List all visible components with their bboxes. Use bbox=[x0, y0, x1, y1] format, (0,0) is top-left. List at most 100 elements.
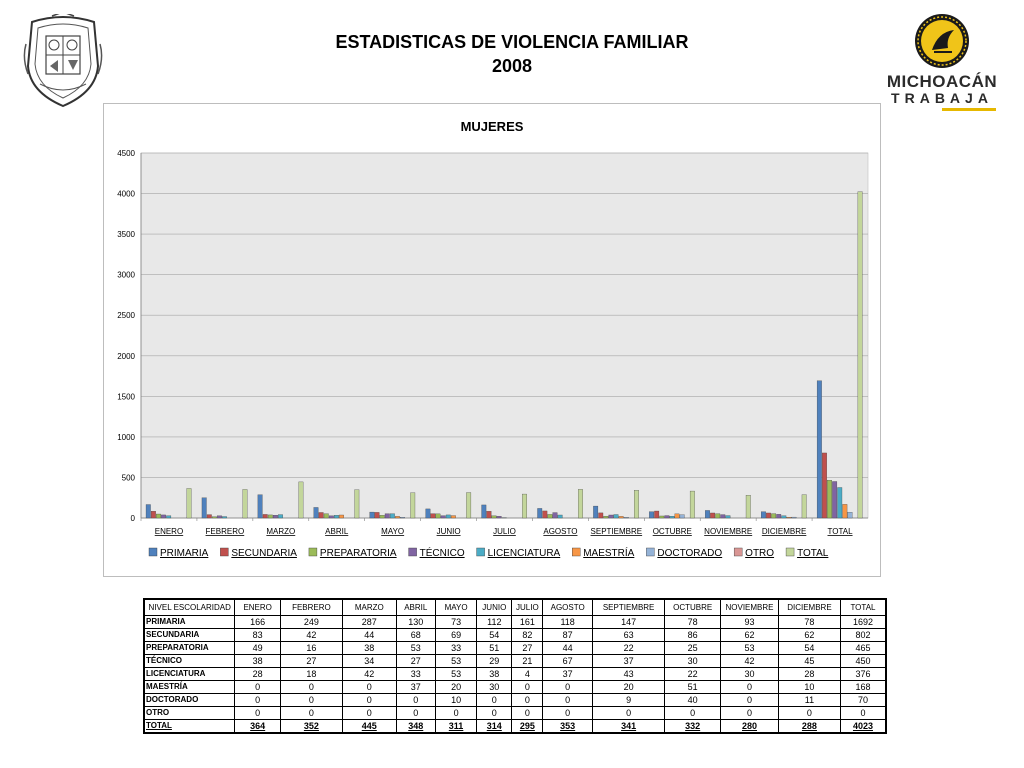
bar-total-julio bbox=[522, 493, 527, 519]
table-header-cell: MARZO bbox=[341, 598, 397, 616]
table-header-cell: OCTUBRE bbox=[664, 598, 722, 616]
table-cell: 53 bbox=[434, 667, 478, 681]
table-cell: 0 bbox=[511, 693, 544, 707]
table-cell: 465 bbox=[839, 641, 887, 655]
bar-preparatoria-noviembre bbox=[715, 513, 721, 519]
legend-label-doctorado: DOCTORADO bbox=[657, 548, 722, 559]
bar-técnico-noviembre bbox=[720, 514, 726, 519]
table-cell: 30 bbox=[476, 680, 513, 694]
bar-preparatoria-abril bbox=[323, 513, 329, 519]
bar-total-septiembre bbox=[634, 490, 639, 519]
table-cell: 341 bbox=[591, 719, 666, 734]
table-cell: 42 bbox=[341, 667, 397, 681]
table-cell: 53 bbox=[720, 641, 779, 655]
bar-técnico-febrero bbox=[217, 515, 222, 519]
x-tick-label: OCTUBRE bbox=[653, 527, 692, 536]
y-tick-label: 1000 bbox=[117, 433, 135, 442]
table-cell: 30 bbox=[664, 654, 722, 668]
table-cell: 0 bbox=[591, 706, 666, 720]
x-tick-label: JULIO bbox=[493, 527, 516, 536]
table-cell: 27 bbox=[279, 654, 343, 668]
table-cell: 21 bbox=[511, 654, 544, 668]
table-header-cell: ENERO bbox=[234, 598, 281, 616]
table-cell: 51 bbox=[476, 641, 513, 655]
bar-total-abril bbox=[354, 489, 360, 519]
bar-primaria-abril bbox=[313, 507, 319, 519]
table-cell: 30 bbox=[720, 667, 779, 681]
bar-técnico-agosto bbox=[552, 512, 558, 519]
table-cell: 0 bbox=[341, 706, 397, 720]
bar-primaria-marzo bbox=[257, 494, 263, 519]
bar-primaria-mayo bbox=[369, 511, 375, 519]
table-cell: 33 bbox=[434, 641, 478, 655]
legend-label-secundaria: SECUNDARIA bbox=[231, 548, 297, 559]
table-row: MAESTRÍA 0 0 0 37 20 30 0 0 20 51 0 10 168 bbox=[143, 680, 887, 694]
bar-técnico-abril bbox=[328, 515, 334, 519]
table-header-cell: AGOSTO bbox=[542, 598, 593, 616]
table-cell: 28 bbox=[777, 667, 841, 681]
x-tick-label: TOTAL bbox=[828, 527, 854, 536]
x-tick-label: MARZO bbox=[266, 527, 295, 536]
bar-técnico-julio bbox=[496, 516, 502, 519]
table-cell: 249 bbox=[279, 615, 343, 629]
bar-doctorado-septiembre bbox=[623, 517, 629, 519]
bar-licenciatura-noviembre bbox=[725, 515, 731, 519]
x-tick-label: DICIEMBRE bbox=[762, 527, 806, 536]
bar-total-marzo bbox=[298, 481, 304, 519]
y-tick-label: 1500 bbox=[117, 392, 135, 401]
table-cell: 62 bbox=[777, 628, 841, 642]
data-table: NIVEL ESCOLARIDAD ENERO FEBRERO MARZO ABRIL M… bbox=[143, 598, 887, 734]
table-cell: 37 bbox=[542, 667, 593, 681]
table-header-nivel: NIVEL ESCOLARIDAD bbox=[143, 598, 236, 616]
bar-secundaria-noviembre bbox=[710, 512, 716, 519]
table-row: OTRO 0 0 0 0 0 0 0 0 0 0 0 0 0 bbox=[143, 706, 887, 720]
logo-word-michoacan: MICHOACÁN bbox=[886, 72, 998, 91]
table-cell: 82 bbox=[511, 628, 544, 642]
bar-total-agosto bbox=[578, 489, 583, 519]
bar-técnico-diciembre bbox=[776, 514, 782, 519]
table-cell: 0 bbox=[511, 680, 544, 694]
table-cell: 0 bbox=[395, 706, 436, 720]
table-cell: 38 bbox=[341, 641, 397, 655]
bar-licenciatura-enero bbox=[166, 515, 172, 519]
table-row: PRIMARIA 166 249 287 130 73 112 161 118 147 78 93 78… bbox=[143, 615, 887, 629]
page-title: ESTADISTICAS DE VIOLENCIA FAMILIAR 2008 bbox=[0, 30, 1024, 78]
bar-técnico-marzo bbox=[273, 515, 278, 519]
state-seal-icon bbox=[22, 11, 104, 110]
legend-swatch-preparatoria bbox=[308, 547, 318, 557]
table-cell: 44 bbox=[341, 628, 397, 642]
table-cell: 0 bbox=[720, 680, 779, 694]
bar-doctorado-octubre bbox=[679, 514, 685, 519]
bar-maestría-junio bbox=[450, 515, 456, 519]
legend-swatch-licenciatura bbox=[476, 547, 485, 557]
table-cell: 0 bbox=[476, 693, 513, 707]
bar-doctorado-total bbox=[847, 512, 853, 519]
bar-preparatoria-mayo bbox=[379, 515, 385, 519]
bar-técnico-enero bbox=[161, 514, 166, 519]
bar-primaria-octubre bbox=[649, 511, 654, 519]
x-tick-label: MAYO bbox=[381, 527, 404, 536]
table-header-cell: DICIEMBRE bbox=[777, 598, 841, 616]
bar-secundaria-mayo bbox=[374, 512, 380, 519]
bar-preparatoria-octubre bbox=[659, 515, 665, 519]
bar-total-diciembre bbox=[801, 494, 807, 519]
table-cell: 0 bbox=[720, 706, 779, 720]
table-cell: 20 bbox=[434, 680, 478, 694]
bar-preparatoria-diciembre bbox=[771, 513, 777, 519]
table-cell: 78 bbox=[664, 615, 722, 629]
table-cell: 51 bbox=[664, 680, 722, 694]
table-row-total: TOTAL 364 352 445 348 311 314 295 353 341 332 280 28… bbox=[143, 719, 887, 734]
table-cell: 118 bbox=[542, 615, 593, 629]
table-cell: 0 bbox=[777, 706, 841, 720]
bar-secundaria-octubre bbox=[654, 510, 660, 519]
legend-swatch-técnico bbox=[408, 547, 417, 557]
table-cell: 0 bbox=[234, 680, 281, 694]
table-row: SECUNDARIA 83 42 44 68 69 54 82 87 63 86 62 62 802 bbox=[143, 628, 887, 642]
bar-secundaria-septiembre bbox=[598, 512, 604, 519]
bar-maestría-septiembre bbox=[618, 516, 624, 519]
table-cell: 112 bbox=[476, 615, 513, 629]
table-header-cell: ABRIL bbox=[395, 598, 436, 616]
bar-licenciatura-septiembre bbox=[613, 514, 619, 519]
table-cell: 33 bbox=[395, 667, 436, 681]
table-cell: 11 bbox=[777, 693, 841, 707]
